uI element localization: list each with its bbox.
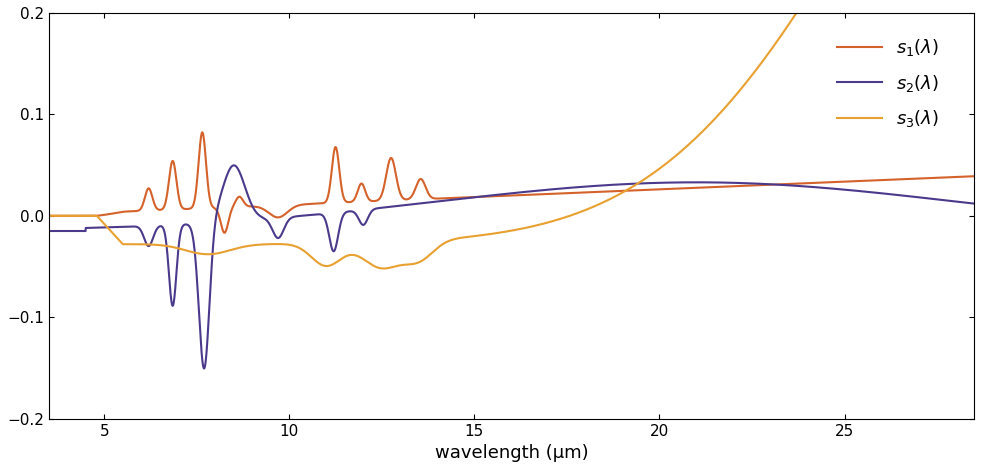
Line: $s_1(\lambda)$: $s_1(\lambda)$ bbox=[49, 132, 974, 233]
$s_3(\lambda)$ bbox=[778, 28, 790, 34]
$s_2(\lambda)$ bbox=[198, 366, 210, 371]
$s_2(\lambda)$ bbox=[631, 181, 643, 186]
$s_2(\lambda)$ bbox=[228, 163, 239, 168]
$s_1(\lambda)$ bbox=[219, 230, 231, 235]
$s_2(\lambda)$ bbox=[779, 182, 791, 188]
$s_1(\lambda)$ bbox=[631, 188, 643, 193]
$s_1(\lambda)$ bbox=[729, 183, 741, 189]
$s_2(\lambda)$ bbox=[89, 225, 101, 231]
$s_3(\lambda)$ bbox=[729, 93, 741, 99]
$s_3(\lambda)$ bbox=[378, 266, 389, 272]
$s_3(\lambda)$ bbox=[378, 266, 389, 272]
$s_2(\lambda)$ bbox=[378, 204, 389, 210]
Line: $s_3(\lambda)$: $s_3(\lambda)$ bbox=[49, 0, 974, 269]
$s_3(\lambda)$ bbox=[631, 182, 643, 187]
$s_1(\lambda)$ bbox=[89, 213, 101, 219]
Line: $s_2(\lambda)$: $s_2(\lambda)$ bbox=[49, 166, 974, 369]
$s_1(\lambda)$ bbox=[196, 129, 208, 135]
$s_2(\lambda)$ bbox=[729, 180, 741, 186]
$s_1(\lambda)$ bbox=[779, 182, 791, 187]
$s_3(\lambda)$ bbox=[89, 213, 101, 219]
$s_1(\lambda)$ bbox=[968, 174, 980, 179]
Legend: $s_1(\lambda)$, $s_2(\lambda)$, $s_3(\lambda)$: $s_1(\lambda)$, $s_2(\lambda)$, $s_3(\la… bbox=[830, 30, 947, 136]
$s_1(\lambda)$ bbox=[378, 184, 389, 189]
$s_3(\lambda)$ bbox=[591, 203, 602, 208]
$s_2(\lambda)$ bbox=[591, 183, 602, 189]
$s_2(\lambda)$ bbox=[968, 201, 980, 206]
$s_3(\lambda)$ bbox=[43, 213, 55, 219]
$s_1(\lambda)$ bbox=[43, 213, 55, 219]
$s_2(\lambda)$ bbox=[43, 228, 55, 234]
X-axis label: wavelength (μm): wavelength (μm) bbox=[435, 444, 589, 462]
$s_1(\lambda)$ bbox=[591, 189, 602, 195]
